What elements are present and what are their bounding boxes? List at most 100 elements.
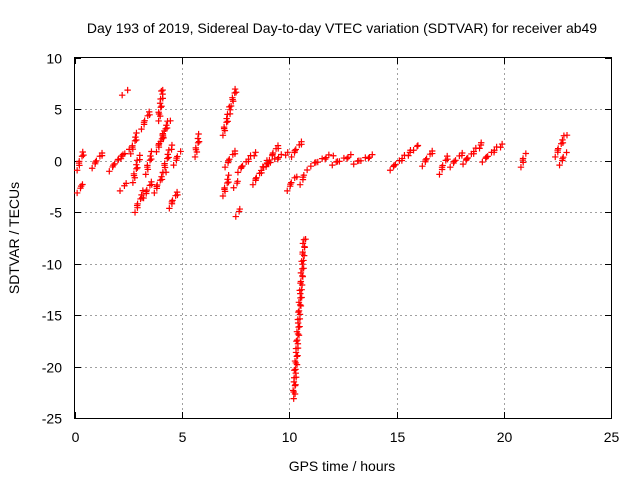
data-point: [559, 136, 566, 144]
data-point: [414, 142, 422, 149]
data-point: [491, 147, 498, 154]
data-point: [297, 269, 305, 277]
data-point: [141, 117, 148, 124]
data-point: [288, 153, 295, 161]
data-point: [142, 171, 149, 178]
data-point: [88, 165, 96, 172]
data-point: [284, 149, 291, 156]
data-point: [168, 198, 176, 206]
data-point: [484, 153, 491, 160]
data-point: [325, 151, 333, 159]
data-point: [238, 163, 245, 171]
data-point: [479, 158, 486, 166]
data-point: [552, 153, 559, 161]
data-point: [347, 151, 355, 158]
data-point: [554, 145, 562, 152]
data-point: [73, 167, 81, 174]
data-point: [299, 248, 306, 256]
x-tick-label: 5: [179, 429, 187, 445]
data-point: [239, 162, 246, 170]
data-point: [386, 167, 394, 174]
data-point: [230, 184, 237, 191]
x-tick-label: 10: [282, 429, 298, 445]
data-point: [159, 169, 167, 176]
data-point: [264, 160, 271, 167]
data-point: [302, 235, 309, 243]
data-point: [133, 161, 140, 168]
data-point: [311, 159, 318, 167]
y-tick-label: 5: [54, 102, 62, 118]
data-point: [134, 200, 141, 208]
data-point: [439, 162, 446, 169]
data-point: [195, 138, 203, 145]
data-point: [157, 138, 164, 145]
data-point: [291, 147, 299, 154]
data-point: [563, 149, 570, 156]
data-point: [231, 85, 239, 93]
data-point: [300, 252, 308, 259]
data-point: [79, 181, 86, 188]
data-point: [142, 188, 150, 195]
data-point: [148, 178, 155, 186]
x-tick-label: 15: [390, 429, 406, 445]
data-point: [299, 272, 306, 280]
data-point: [419, 162, 426, 170]
data-point: [497, 144, 504, 151]
chart-title: Day 193 of 2019, Sidereal Day-to-day VTE…: [87, 20, 597, 36]
data-point: [483, 153, 490, 161]
data-point: [146, 108, 153, 116]
data-point: [292, 366, 299, 373]
data-point: [274, 142, 282, 149]
data-point: [167, 117, 174, 124]
data-point: [303, 166, 311, 174]
data-point: [153, 148, 160, 155]
data-point: [137, 195, 144, 203]
data-point: [556, 161, 563, 169]
data-point: [429, 147, 436, 155]
data-point: [336, 158, 343, 165]
data-point: [464, 154, 471, 162]
data-point: [158, 87, 165, 95]
data-point: [232, 89, 240, 96]
data-point: [154, 181, 161, 189]
data-point: [158, 103, 165, 110]
data-point: [357, 157, 365, 165]
data-point: [245, 155, 252, 163]
data-point: [301, 243, 308, 250]
data-point: [297, 278, 305, 285]
data-point: [563, 131, 571, 139]
data-point: [221, 184, 228, 192]
data-point: [295, 308, 302, 316]
data-point: [257, 167, 265, 174]
data-point: [147, 152, 154, 160]
data-point: [225, 171, 232, 179]
x-tick-label: 25: [604, 429, 620, 445]
data-point: [294, 336, 301, 344]
data-point: [269, 149, 277, 157]
y-tick-label: 0: [54, 154, 62, 170]
data-point: [121, 150, 129, 157]
x-axis-label: GPS time / hours: [289, 458, 396, 474]
data-point: [350, 160, 357, 168]
data-point: [116, 187, 124, 195]
data-point: [295, 307, 303, 314]
data-point: [251, 152, 258, 159]
data-point: [234, 169, 242, 176]
data-point: [162, 125, 169, 133]
x-tick-label: 0: [72, 429, 80, 445]
data-point: [517, 164, 525, 171]
data-point: [151, 189, 158, 197]
y-tick-label: 10: [46, 51, 62, 67]
data-point: [159, 130, 167, 137]
data-point: [232, 213, 239, 220]
data-point: [447, 164, 454, 171]
data-point: [297, 302, 305, 310]
data-point: [223, 115, 230, 122]
data-point: [173, 188, 181, 196]
data-point: [450, 158, 458, 165]
data-point: [300, 265, 307, 272]
data-point: [122, 180, 130, 187]
data-point: [296, 181, 304, 188]
data-point: [343, 155, 351, 162]
